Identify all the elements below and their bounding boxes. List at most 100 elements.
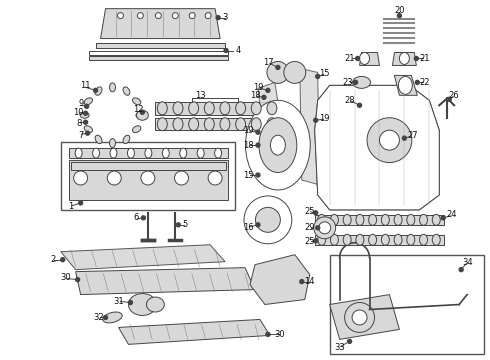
Ellipse shape	[284, 62, 306, 84]
Ellipse shape	[381, 214, 390, 225]
Text: 12: 12	[133, 105, 144, 114]
Polygon shape	[394, 75, 417, 95]
Ellipse shape	[103, 312, 122, 323]
Ellipse shape	[127, 148, 134, 158]
Text: 16: 16	[243, 223, 253, 232]
Polygon shape	[315, 85, 439, 210]
Ellipse shape	[356, 234, 364, 245]
Circle shape	[356, 57, 360, 60]
Ellipse shape	[267, 102, 277, 115]
Ellipse shape	[379, 130, 399, 150]
Circle shape	[266, 88, 270, 92]
Polygon shape	[100, 9, 220, 39]
Ellipse shape	[80, 112, 89, 118]
Ellipse shape	[132, 126, 141, 132]
Circle shape	[142, 216, 146, 220]
Text: 26: 26	[449, 91, 460, 100]
Polygon shape	[69, 160, 228, 200]
Circle shape	[276, 66, 280, 69]
Ellipse shape	[318, 234, 326, 245]
Ellipse shape	[407, 214, 415, 225]
Text: 9: 9	[78, 99, 83, 108]
Ellipse shape	[110, 148, 117, 158]
Ellipse shape	[356, 214, 364, 225]
Ellipse shape	[318, 214, 326, 225]
Polygon shape	[75, 268, 255, 294]
Text: 25: 25	[304, 237, 315, 246]
Ellipse shape	[318, 222, 331, 234]
Ellipse shape	[157, 118, 167, 131]
Ellipse shape	[110, 83, 116, 92]
Text: 27: 27	[407, 131, 417, 140]
Text: 19: 19	[243, 126, 253, 135]
Text: 32: 32	[93, 313, 104, 322]
Text: 19: 19	[253, 83, 263, 92]
Text: 33: 33	[334, 343, 345, 352]
Polygon shape	[300, 68, 319, 185]
Ellipse shape	[155, 13, 161, 19]
Ellipse shape	[407, 234, 415, 245]
Circle shape	[75, 278, 80, 282]
Ellipse shape	[95, 135, 102, 144]
Text: 18: 18	[243, 141, 253, 150]
Text: 25: 25	[304, 207, 315, 216]
Ellipse shape	[399, 53, 409, 64]
Circle shape	[103, 315, 107, 319]
Polygon shape	[330, 294, 399, 339]
Text: 20: 20	[394, 6, 405, 15]
Ellipse shape	[360, 53, 369, 64]
Ellipse shape	[394, 234, 402, 245]
Text: 19: 19	[319, 114, 330, 123]
Text: 5: 5	[183, 220, 188, 229]
Polygon shape	[315, 215, 444, 225]
Ellipse shape	[368, 214, 377, 225]
Ellipse shape	[137, 13, 144, 19]
Ellipse shape	[208, 171, 222, 185]
Polygon shape	[61, 245, 225, 270]
Ellipse shape	[204, 118, 214, 131]
Text: 21: 21	[344, 54, 355, 63]
Ellipse shape	[147, 297, 164, 312]
Circle shape	[84, 111, 88, 115]
Circle shape	[314, 118, 318, 122]
Text: 31: 31	[113, 297, 124, 306]
Ellipse shape	[173, 118, 183, 131]
Ellipse shape	[330, 214, 339, 225]
Circle shape	[78, 201, 83, 205]
Circle shape	[316, 75, 319, 78]
Ellipse shape	[432, 234, 440, 245]
Circle shape	[256, 223, 260, 227]
Circle shape	[256, 130, 260, 134]
Text: 18: 18	[249, 91, 260, 100]
Circle shape	[459, 268, 463, 272]
Text: 3: 3	[222, 13, 228, 22]
Circle shape	[402, 136, 406, 140]
Circle shape	[441, 216, 445, 220]
Circle shape	[262, 95, 266, 99]
Ellipse shape	[267, 62, 289, 84]
Ellipse shape	[189, 102, 198, 115]
Circle shape	[416, 80, 419, 84]
Text: 13: 13	[195, 91, 205, 100]
Ellipse shape	[172, 13, 178, 19]
Text: 4: 4	[235, 46, 241, 55]
Ellipse shape	[236, 118, 245, 131]
Ellipse shape	[251, 118, 261, 131]
Circle shape	[176, 223, 180, 227]
Circle shape	[216, 15, 220, 20]
Ellipse shape	[330, 234, 339, 245]
Ellipse shape	[128, 293, 156, 315]
Ellipse shape	[173, 102, 183, 115]
Ellipse shape	[74, 171, 88, 185]
Circle shape	[358, 103, 362, 107]
Ellipse shape	[314, 217, 336, 239]
Ellipse shape	[189, 13, 195, 19]
Circle shape	[141, 110, 145, 114]
Ellipse shape	[93, 148, 99, 158]
Ellipse shape	[123, 87, 130, 95]
Text: 8: 8	[76, 119, 81, 128]
Text: 28: 28	[344, 96, 355, 105]
Circle shape	[447, 97, 451, 101]
Ellipse shape	[180, 148, 187, 158]
Circle shape	[224, 49, 228, 53]
